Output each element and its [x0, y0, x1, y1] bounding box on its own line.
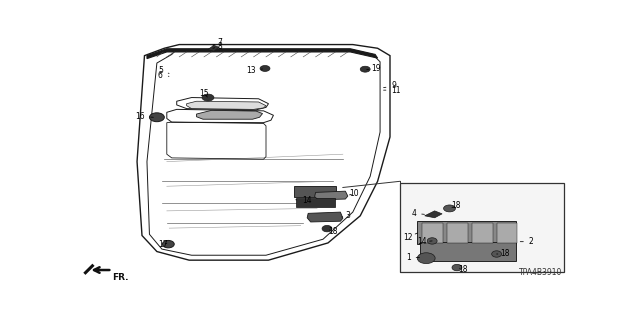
Text: 17: 17 — [158, 240, 168, 249]
Text: 12: 12 — [403, 233, 417, 242]
Text: 18: 18 — [497, 250, 510, 259]
Polygon shape — [196, 110, 262, 119]
Bar — [296, 198, 335, 207]
Text: 5: 5 — [158, 67, 169, 76]
Text: 4: 4 — [412, 209, 424, 218]
Bar — [497, 223, 518, 243]
Ellipse shape — [260, 66, 270, 71]
Bar — [417, 221, 516, 244]
Bar — [447, 223, 468, 243]
Polygon shape — [307, 212, 343, 222]
Text: TPA4B3910: TPA4B3910 — [519, 268, 562, 277]
Ellipse shape — [452, 264, 462, 271]
Ellipse shape — [322, 225, 332, 232]
Text: 13: 13 — [246, 67, 262, 76]
Text: 9: 9 — [383, 81, 396, 90]
Ellipse shape — [150, 113, 164, 122]
Bar — [294, 186, 337, 197]
Text: 15: 15 — [199, 89, 209, 98]
Polygon shape — [147, 49, 378, 59]
Text: 8: 8 — [213, 42, 222, 51]
Text: 14: 14 — [417, 237, 432, 246]
Bar — [420, 242, 516, 261]
Bar — [400, 182, 564, 273]
Ellipse shape — [360, 66, 370, 72]
Text: 18: 18 — [458, 265, 467, 274]
Text: 1: 1 — [406, 253, 419, 262]
Text: 18: 18 — [328, 227, 337, 236]
Text: 11: 11 — [383, 86, 401, 95]
Text: 6: 6 — [158, 71, 169, 80]
Bar — [472, 223, 493, 243]
Text: FR.: FR. — [112, 273, 129, 282]
Ellipse shape — [444, 205, 456, 212]
Polygon shape — [187, 101, 266, 109]
Text: 7: 7 — [213, 37, 222, 47]
Ellipse shape — [163, 240, 174, 248]
Text: 10: 10 — [349, 189, 359, 198]
Ellipse shape — [428, 238, 437, 244]
Text: 18: 18 — [451, 201, 461, 210]
Polygon shape — [425, 211, 442, 218]
Polygon shape — [208, 45, 219, 51]
Ellipse shape — [492, 251, 502, 257]
Text: 3: 3 — [342, 211, 350, 220]
Text: 2: 2 — [520, 237, 534, 246]
Ellipse shape — [202, 94, 214, 101]
Text: 14: 14 — [296, 196, 312, 205]
Text: 16: 16 — [136, 112, 154, 121]
Ellipse shape — [417, 253, 435, 264]
Bar — [422, 223, 443, 243]
Text: 19: 19 — [367, 64, 381, 73]
Polygon shape — [315, 191, 348, 200]
